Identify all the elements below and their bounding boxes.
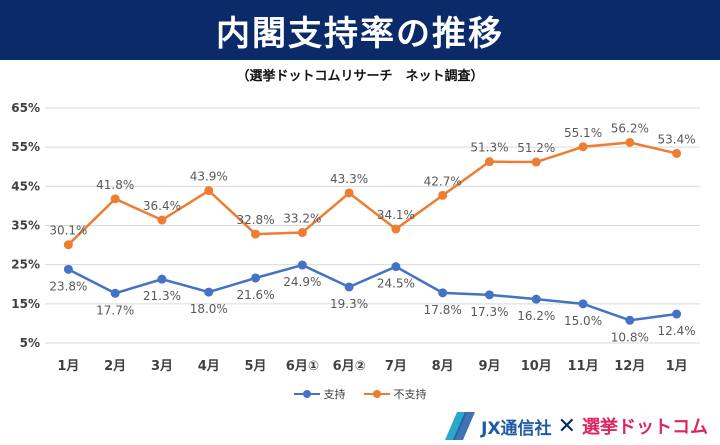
data-label: 10.8% xyxy=(611,330,649,344)
data-label: 17.3% xyxy=(470,305,508,319)
data-label: 30.1% xyxy=(49,224,87,238)
legend: 支持 不支持 xyxy=(0,386,720,402)
y-tick-label: 25% xyxy=(11,258,40,272)
data-label: 34.1% xyxy=(377,208,415,222)
data-point xyxy=(344,188,354,198)
data-label: 43.3% xyxy=(330,172,368,186)
data-point xyxy=(484,290,494,300)
y-tick-label: 45% xyxy=(11,179,40,193)
cross-icon: ✕ xyxy=(557,413,576,439)
data-label: 24.9% xyxy=(283,275,321,289)
data-point xyxy=(484,157,494,167)
y-tick-label: 35% xyxy=(11,219,40,233)
jx-logo-icon xyxy=(445,412,476,440)
data-point xyxy=(251,229,261,239)
data-point xyxy=(578,299,588,309)
y-tick-label: 55% xyxy=(11,140,40,154)
data-label: 21.6% xyxy=(236,288,274,302)
x-tick-label: 6月② xyxy=(333,359,366,374)
data-point xyxy=(625,137,635,147)
data-point xyxy=(110,288,120,298)
data-label: 41.8% xyxy=(96,178,134,192)
y-tick-label: 15% xyxy=(11,297,40,311)
data-label: 19.3% xyxy=(330,297,368,311)
data-label: 23.8% xyxy=(49,279,87,293)
senkyo-logo-text: 選挙ドットコム xyxy=(582,417,708,438)
data-label: 33.2% xyxy=(283,212,321,226)
data-point xyxy=(672,309,682,319)
y-tick-label: 65% xyxy=(11,101,40,115)
data-label: 16.2% xyxy=(517,309,555,323)
x-tick-label: 1月 xyxy=(57,359,79,374)
data-point xyxy=(391,224,401,234)
data-point xyxy=(157,274,167,284)
data-label: 15.0% xyxy=(564,314,602,328)
data-point xyxy=(204,287,214,297)
x-tick-label: 7月 xyxy=(385,359,407,374)
data-label: 12.4% xyxy=(658,324,696,338)
legend-item-support: 支持 xyxy=(293,386,346,402)
data-point xyxy=(297,260,307,270)
data-point xyxy=(438,190,448,200)
data-point xyxy=(625,315,635,325)
x-tick-label: 8月 xyxy=(432,359,454,374)
series-line-oppose xyxy=(67,141,677,246)
data-label: 17.7% xyxy=(96,303,134,317)
data-point xyxy=(531,294,541,304)
data-point xyxy=(672,148,682,158)
chart-subtitle: （選挙ドットコムリサーチ ネット調査） xyxy=(236,69,484,84)
x-tick-label: 4月 xyxy=(198,359,220,374)
data-label: 53.4% xyxy=(658,132,696,146)
data-point xyxy=(63,264,73,274)
legend-label-oppose: 不支持 xyxy=(393,388,427,401)
data-point xyxy=(63,240,73,250)
data-label: 51.3% xyxy=(470,141,508,155)
x-tick-label: 5月 xyxy=(245,359,267,374)
x-tick-label: 2月 xyxy=(104,359,126,374)
data-point xyxy=(531,157,541,167)
data-label: 43.9% xyxy=(190,170,228,184)
x-tick-label: 12月 xyxy=(614,359,645,374)
chart-title: 内閣支持率の推移 xyxy=(216,13,504,54)
x-tick-label: 10月 xyxy=(521,359,552,374)
data-point xyxy=(438,288,448,298)
legend-swatch-oppose xyxy=(363,389,390,399)
data-point xyxy=(344,282,354,292)
legend-swatch-support xyxy=(293,389,320,399)
data-point xyxy=(157,215,167,225)
data-label: 17.8% xyxy=(424,303,462,317)
legend-item-oppose: 不支持 xyxy=(363,386,427,402)
x-tick-label: 11月 xyxy=(567,359,598,374)
x-tick-label: 3月 xyxy=(151,359,173,374)
x-tick-label: 6月① xyxy=(286,359,319,374)
x-tick-label: 9月 xyxy=(478,359,500,374)
data-label: 24.5% xyxy=(377,277,415,291)
data-point xyxy=(204,186,214,196)
data-point xyxy=(297,228,307,238)
data-point xyxy=(578,142,588,152)
data-label: 51.2% xyxy=(517,141,555,155)
data-label: 36.4% xyxy=(143,199,181,213)
data-point xyxy=(391,262,401,272)
title-bar: 内閣支持率の推移 xyxy=(0,0,720,60)
data-label: 32.8% xyxy=(236,213,274,227)
data-label: 42.7% xyxy=(424,174,462,188)
logo-area: JX通信社 ✕ 選挙ドットコム xyxy=(445,409,708,443)
data-label: 21.3% xyxy=(143,289,181,303)
data-point xyxy=(110,194,120,204)
x-tick-label: 1月 xyxy=(666,359,688,374)
data-label: 56.2% xyxy=(611,121,649,135)
y-tick-label: 5% xyxy=(20,336,40,350)
data-label: 55.1% xyxy=(564,126,602,140)
legend-label-support: 支持 xyxy=(323,388,346,401)
series-line-support xyxy=(67,263,677,322)
data-point xyxy=(251,273,261,283)
jx-logo-text: JX通信社 xyxy=(481,418,552,439)
data-label: 18.0% xyxy=(190,302,228,316)
